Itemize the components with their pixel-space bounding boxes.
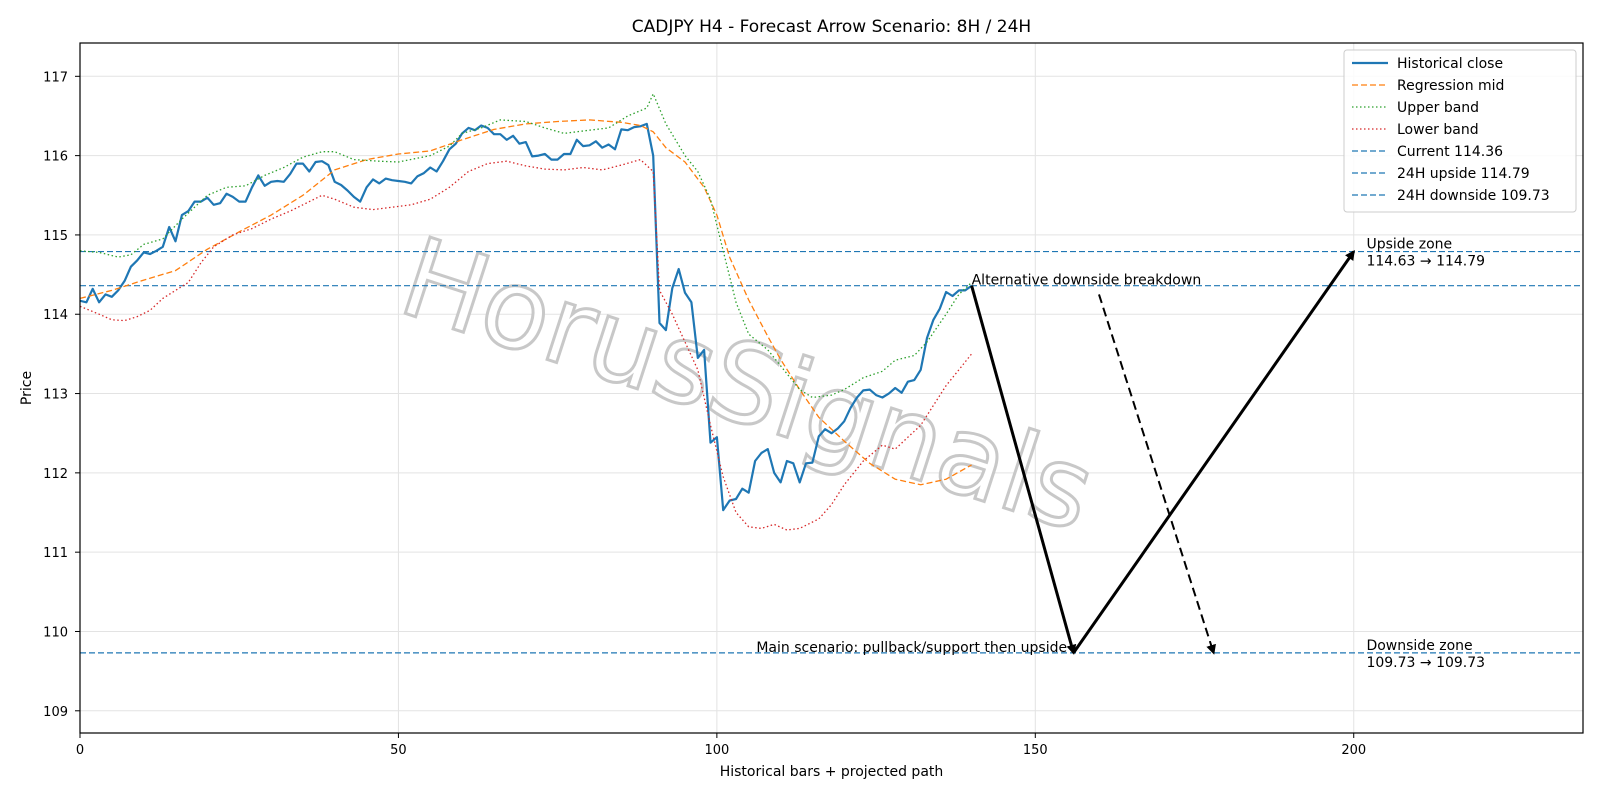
y-tick-label: 111 [43,546,68,561]
y-tick-label: 116 [43,150,68,165]
series-line [80,119,972,486]
y-tick-label: 109 [43,705,68,720]
annotation-text: Downside zone [1366,638,1472,654]
chart-title: CADJPY H4 - Forecast Arrow Scenario: 8H … [632,17,1031,37]
annotation-text: 109.73 → 109.73 [1366,655,1485,671]
x-tick-label: 50 [390,743,407,758]
y-axis-label: Price [19,371,35,405]
series-layer [80,93,973,531]
legend-label: Regression mid [1397,78,1504,94]
y-tick-label: 112 [43,467,68,482]
series-line [80,93,973,399]
legend-label: 24H downside 109.73 [1397,188,1550,204]
x-tick-label: 100 [704,743,729,758]
legend-label: Lower band [1397,122,1479,138]
forecast-arrows [970,249,1355,655]
x-tick-label: 200 [1341,743,1366,758]
plot-frame [79,42,1584,734]
reference-lines [80,250,1583,654]
y-tick-label: 117 [43,70,68,85]
annotation-text: 114.63 → 114.79 [1366,254,1485,270]
y-tick-label: 110 [43,625,68,640]
y-axis: 109 110 111 112 113 114 115 116 117 [43,70,80,720]
y-tick-label: 115 [43,229,68,244]
annotations: Alternative downside breakdown Main scena… [756,237,1485,671]
annotation-text: Main scenario: pullback/support then ups… [756,640,1067,656]
x-tick-label: 0 [76,743,84,758]
x-axis: 0 50 100 150 200 [76,733,1366,758]
legend-label: Current 114.36 [1397,144,1503,160]
series-line [80,122,973,512]
main-scenario-arrow [1072,249,1355,654]
x-tick-label: 150 [1023,743,1048,758]
main-scenario-arrow [970,285,1077,655]
legend-box [1343,49,1577,213]
y-tick-label: 113 [43,388,68,403]
legend-label: Historical close [1397,56,1503,72]
legend-label: Upper band [1397,100,1479,116]
plot-area [80,43,1583,733]
annotation-text: Alternative downside breakdown [972,273,1202,289]
x-axis-label: Historical bars + projected path [720,764,944,780]
legend: Historical close Regression mid Upper band… [1343,49,1577,213]
alternative-arrow [1098,294,1216,655]
annotation-text: Upside zone [1366,237,1452,253]
legend-label: 24H upside 114.79 [1397,166,1530,182]
grid [79,43,1583,733]
y-tick-label: 114 [43,308,68,323]
